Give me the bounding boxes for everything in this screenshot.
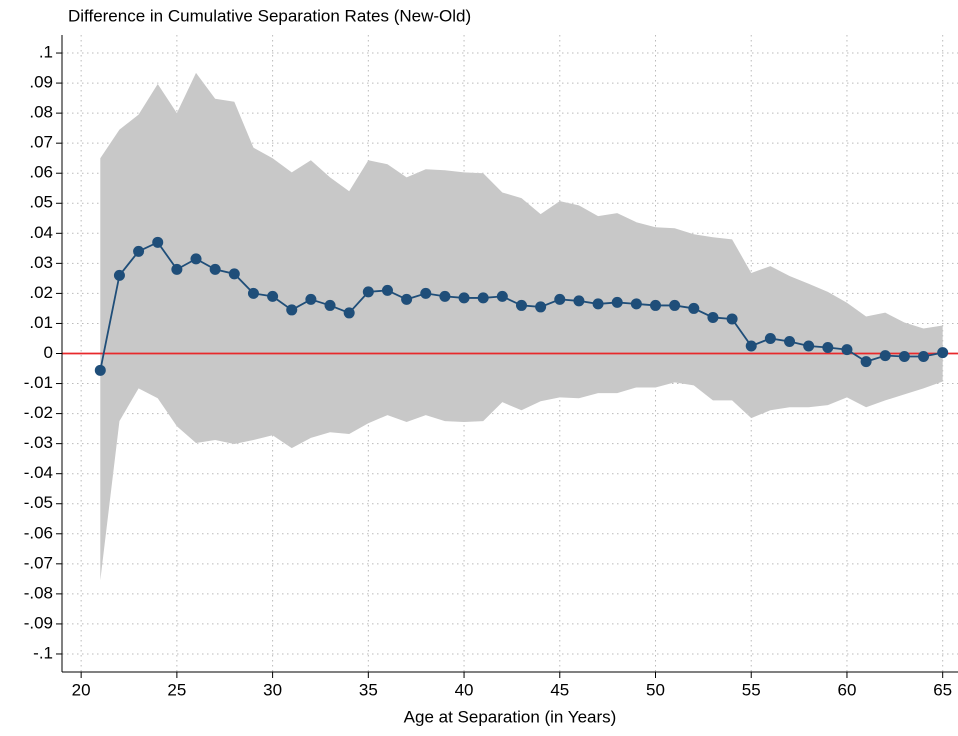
point (190, 253, 202, 265)
y-tick-label: -.05 (24, 493, 53, 512)
point (458, 292, 470, 304)
point (726, 313, 738, 325)
x-tick-label: 65 (933, 680, 952, 699)
point (209, 263, 221, 275)
point (267, 290, 279, 302)
point (247, 287, 259, 299)
chart-title: Difference in Cumulative Separation Rate… (68, 6, 471, 25)
point (822, 341, 834, 353)
point (669, 299, 681, 311)
confidence-band (100, 72, 943, 581)
y-tick-label: .04 (29, 223, 53, 242)
point (918, 351, 930, 363)
y-tick-label: .05 (29, 193, 53, 212)
point (745, 340, 757, 352)
point (554, 293, 566, 305)
point (860, 356, 872, 368)
point (630, 298, 642, 310)
point (133, 245, 145, 257)
point (439, 290, 451, 302)
point (343, 307, 355, 319)
x-tick-label: 25 (167, 680, 186, 699)
point (803, 340, 815, 352)
point (879, 350, 891, 362)
point (496, 290, 508, 302)
y-tick-label: .03 (29, 253, 53, 272)
y-tick-label: .01 (29, 313, 53, 332)
point (381, 284, 393, 296)
y-tick-label: 0 (44, 343, 53, 362)
point (152, 236, 164, 248)
point (94, 364, 106, 376)
x-tick-label: 55 (742, 680, 761, 699)
point (784, 335, 796, 347)
x-tick-label: 50 (646, 680, 665, 699)
y-tick-label: .1 (39, 43, 53, 62)
y-tick-label: .09 (29, 73, 53, 92)
point (477, 292, 489, 304)
point (515, 299, 527, 311)
y-tick-label: -.01 (24, 373, 53, 392)
point (113, 269, 125, 281)
point (937, 347, 949, 359)
point (841, 344, 853, 356)
point (286, 304, 298, 316)
y-tick-label: -.09 (24, 613, 53, 632)
y-tick-label: -.08 (24, 583, 53, 602)
y-tick-label: .06 (29, 163, 53, 182)
y-tick-label: .02 (29, 283, 53, 302)
point (535, 301, 547, 313)
point (171, 263, 183, 275)
x-axis-label: Age at Separation (in Years) (404, 707, 617, 726)
point (228, 268, 240, 280)
point (898, 351, 910, 363)
point (305, 293, 317, 305)
y-tick-label: .07 (29, 133, 53, 152)
y-tick-label: -.06 (24, 523, 53, 542)
x-tick-label: 40 (455, 680, 474, 699)
point (324, 299, 336, 311)
point (650, 299, 662, 311)
point (707, 311, 719, 323)
point (611, 296, 623, 308)
x-tick-label: 45 (550, 680, 569, 699)
point (688, 302, 700, 314)
y-tick-label: -.04 (24, 463, 53, 482)
x-tick-label: 35 (359, 680, 378, 699)
y-tick-label: -.07 (24, 553, 53, 572)
point (401, 293, 413, 305)
point (764, 332, 776, 344)
point (362, 286, 374, 298)
x-tick-label: 30 (263, 680, 282, 699)
point (420, 287, 432, 299)
point (592, 298, 604, 310)
x-tick-label: 60 (837, 680, 856, 699)
y-tick-label: .08 (29, 103, 53, 122)
y-tick-label: -.03 (24, 433, 53, 452)
point (573, 295, 585, 307)
y-tick-label: -.1 (33, 643, 53, 662)
y-tick-label: -.02 (24, 403, 53, 422)
x-tick-label: 20 (72, 680, 91, 699)
